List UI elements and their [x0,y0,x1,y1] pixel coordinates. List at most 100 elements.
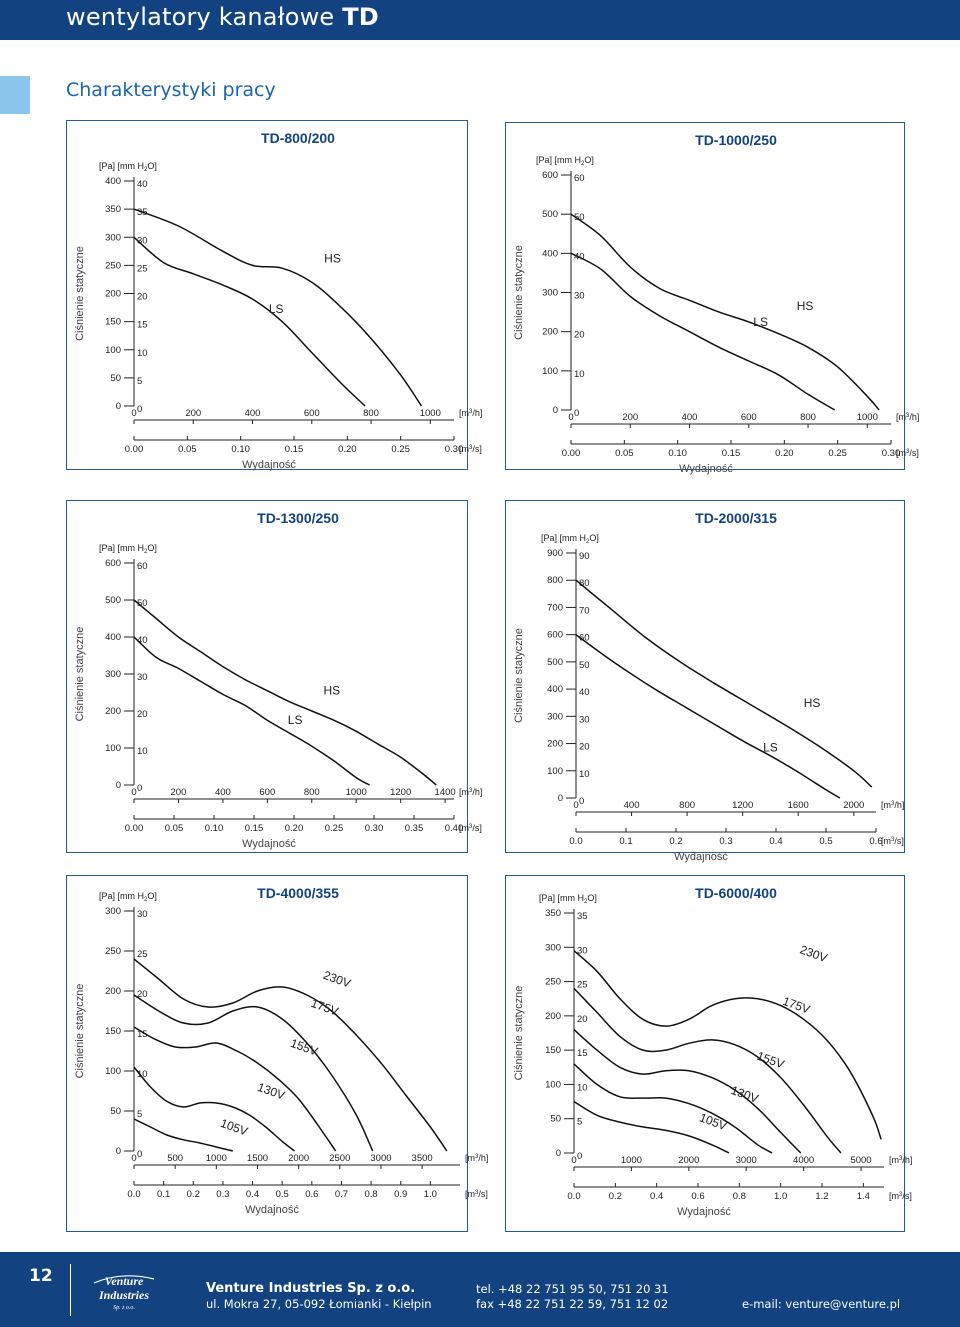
y-tick-label-pa: 250 [545,977,561,988]
y-tick-label-mm: 60 [579,633,590,644]
chart-title: TD-800/200 [261,130,335,146]
top-banner: wentylatory kanałowe TD [0,0,960,40]
y-tick-label-mm: 0 [579,796,584,807]
x-tick-label-m3h: 200 [171,787,187,798]
y-tick-label-mm: 15 [137,320,148,331]
series-label-175v: 175V [781,994,812,1017]
x-tick-label-m3h: 600 [259,787,275,798]
x-tick-label-m3h: 3000 [370,1153,391,1164]
x-axis-label: Wydajność [245,1204,299,1216]
y-tick-label-pa: 300 [547,711,563,722]
y-tick-label-pa: 500 [105,595,121,606]
series-label-ls: LS [753,315,768,329]
y-tick-label-pa: 300 [105,906,121,917]
series-curve-ls [133,236,366,407]
x-tick-label-m3h: 3500 [412,1153,433,1164]
chart-panel-td-4000-355: TD-4000/355 [Pa] [mm H2O] Ciśnienie statyc… [66,875,488,1232]
y-axis-label: Ciśnienie statyczne [513,628,525,723]
series-label-230v: 230V [321,968,352,991]
y-tick-label-pa: 400 [542,248,558,259]
y-unit-label: [Pa] [mm H2O] [541,533,599,545]
y-tick-label-pa: 50 [110,373,121,384]
x-unit-m3h: [m3/h] [459,787,482,797]
x-tick-label-m3s: 0.2 [187,1189,200,1200]
x-tick-label-m3h: 200 [185,408,201,419]
series-curve-hs [575,579,873,788]
x-axis-label: Wydajność [677,1206,731,1218]
series-label-hs: HS [324,252,341,266]
x-tick-label-m3h: 4000 [793,1155,814,1166]
venture-logo: Venture Industries Sp. z o.o. [92,1269,156,1313]
x-tick-label-m3h: 0 [573,800,578,811]
x-tick-label-m3s: 0.00 [562,448,581,459]
x-tick-label-m3s: 0.0 [569,836,582,847]
x-tick-label-m3h: 1000 [857,412,878,423]
y-tick-label-mm: 80 [579,578,590,589]
x-tick-label-m3h: 0 [131,787,136,798]
series-curve-105v [133,1118,233,1152]
y-tick-label-mm: 25 [577,980,588,991]
y-tick-label-mm: 5 [137,1109,142,1120]
x-tick-label-m3h: 800 [679,800,695,811]
y-axis-label: Ciśnienie statyczne [74,246,86,341]
footer: 12 Venture Industries Sp. z o.o. Venture… [0,1252,960,1327]
x-tick-label-m3s: 0.30 [445,444,464,455]
header-title-model: TD [342,3,379,31]
chart-panel-td-800-200: TD-800/200 [Pa] [mm H2O] Ciśnienie statycz… [66,120,482,471]
series-label-155v: 155V [289,1036,320,1059]
y-tick-label-mm: 10 [579,769,590,780]
x-tick-label-m3h: 0 [131,408,136,419]
series-label-ls: LS [288,713,303,727]
y-tick-label-pa: 300 [105,232,121,243]
series-curve-230v [573,950,882,1140]
series-label-ls: LS [763,741,778,755]
y-tick-label-mm: 30 [137,909,148,920]
y-tick-label-mm: 25 [137,949,148,960]
x-tick-label-m3h: 800 [363,408,379,419]
series-label-130v: 130V [729,1083,760,1106]
x-tick-label-m3h: 1400 [435,787,456,798]
x-unit-m3h: [m3/h] [896,412,919,422]
footer-divider [70,1264,71,1316]
y-tick-label-pa: 200 [545,1011,561,1022]
series-label-230v: 230V [798,942,829,965]
x-unit-m3h: [m3/h] [889,1155,912,1165]
x-tick-label-m3h: 1200 [390,787,411,798]
x-unit-m3s: [m3/s] [459,444,482,454]
series-curve-ls [570,252,836,411]
series-curve-230v [133,958,448,1152]
y-tick-label-mm: 20 [574,330,585,341]
y-tick-label-mm: 15 [577,1048,588,1059]
x-tick-label-m3s: 0.8 [364,1189,377,1200]
x-unit-m3s: [m3/s] [896,448,919,458]
x-tick-label-m3s: 0.3 [719,836,732,847]
chart-title: TD-6000/400 [695,885,777,901]
x-tick-label-m3s: 0.20 [285,823,304,834]
y-tick-label-mm: 60 [574,173,585,184]
chart-panel-td-6000-400: TD-6000/400 [Pa] [mm H2O] Ciśnienie statyc… [505,875,912,1232]
y-tick-label-pa: 100 [542,366,558,377]
y-tick-label-pa: 500 [547,657,563,668]
x-tick-label-m3s: 0.9 [394,1189,407,1200]
chart-title: TD-2000/315 [695,510,777,526]
x-unit-m3h: [m3/h] [459,408,482,418]
y-tick-label-mm: 60 [137,561,148,572]
series-curve-ls [133,636,370,786]
y-tick-label-mm: 70 [579,605,590,616]
chart-panel-td-1300-250: TD-1300/250 [Pa] [mm H2O] Ciśnienie statyc… [66,500,482,853]
y-tick-label-pa: 300 [542,288,558,299]
y-tick-label-pa: 100 [545,1079,561,1090]
company-phone: tel. +48 22 751 95 50, 751 20 31 [476,1282,669,1296]
svg-text:Industries: Industries [98,1288,149,1302]
chart-td-1300-250: TD-1300/250 [Pa] [mm H2O] Ciśnienie statyc… [74,510,482,850]
x-tick-label-m3h: 200 [622,412,638,423]
series-label-105v: 105V [698,1110,729,1133]
x-tick-label-m3h: 1600 [788,800,809,811]
y-tick-label-pa: 0 [116,401,121,412]
y-tick-label-mm: 0 [137,404,142,415]
section-tab-marker [0,76,30,114]
x-tick-label-m3s: 0.25 [391,444,410,455]
series-curve-155v [573,1029,802,1154]
x-tick-label-m3h: 600 [741,412,757,423]
y-tick-label-pa: 100 [105,345,121,356]
